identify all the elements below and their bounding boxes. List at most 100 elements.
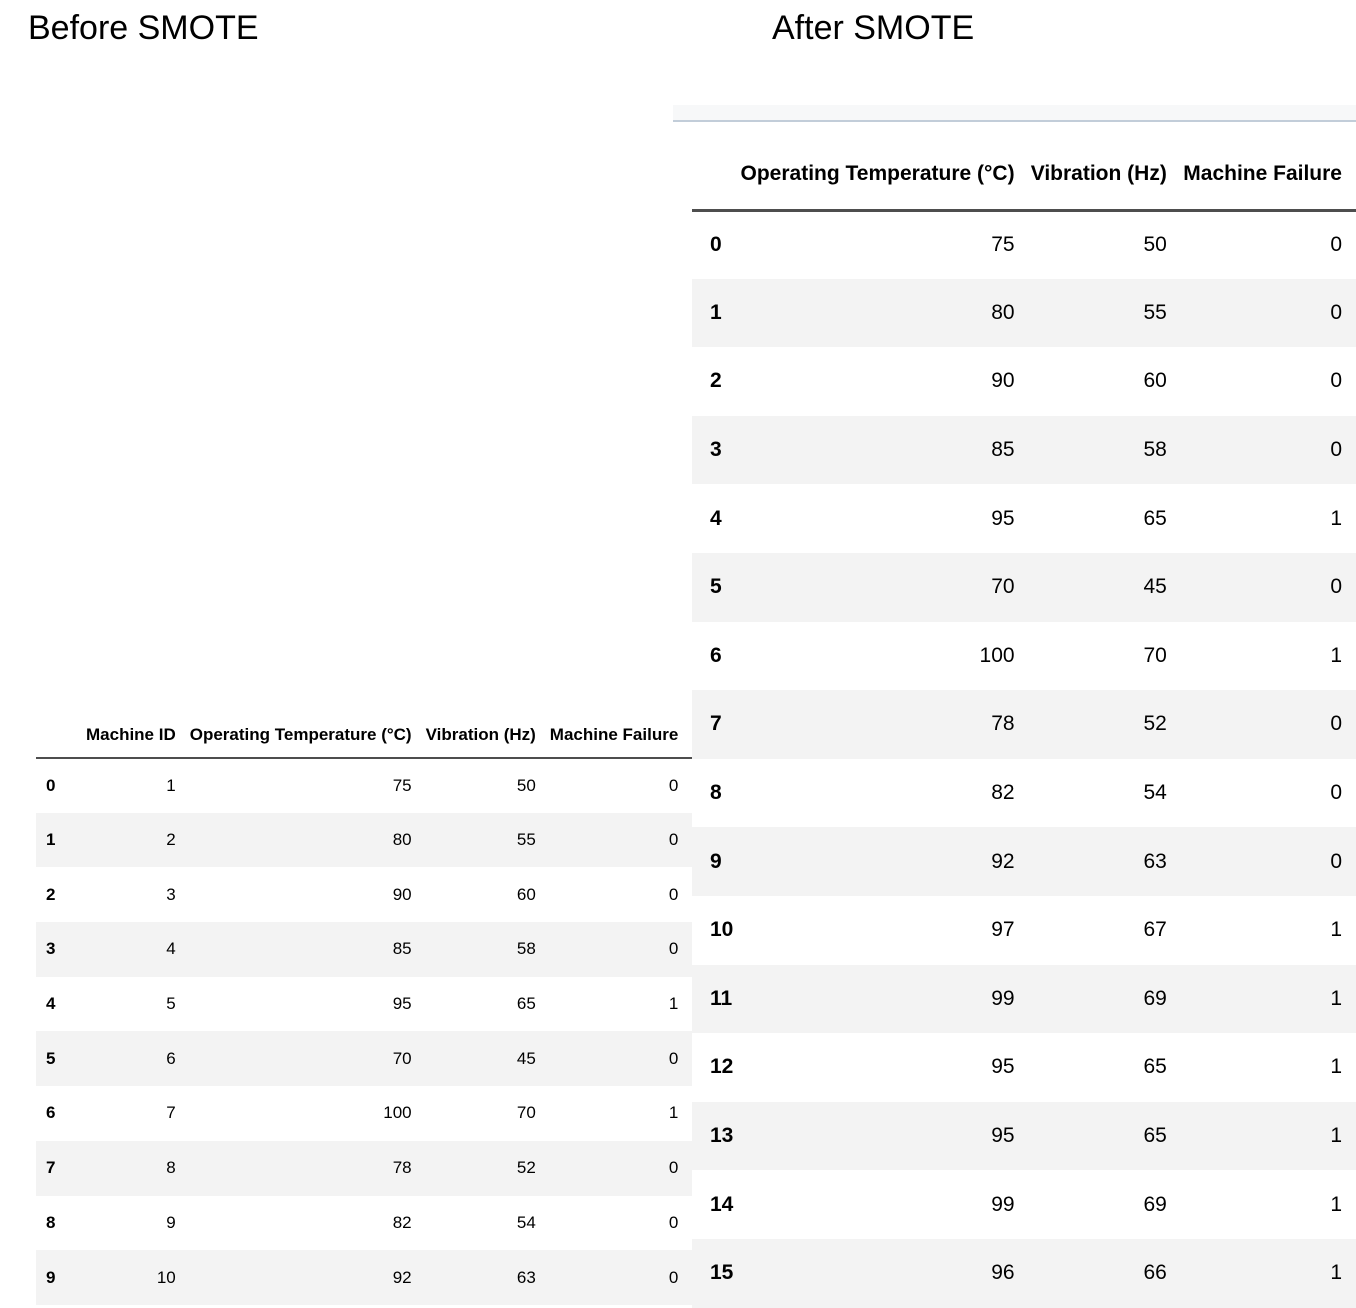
cell-machine_id: 10 (86, 1250, 190, 1305)
cell-vibration: 65 (1143, 506, 1167, 530)
row-index: 1 (692, 278, 739, 348)
table-row: 5 70 45 0 (692, 552, 1356, 622)
cell-temp: 70 (189, 1031, 426, 1087)
row-index: 13 (692, 1101, 739, 1171)
cell-failure: 0 (549, 1140, 693, 1196)
cell-machine_id: 2 (86, 812, 190, 868)
cell-failure: 0 (1330, 233, 1342, 257)
column-header-machine-id: Machine ID (86, 724, 176, 744)
cell-vibration: 50 (1143, 233, 1167, 257)
cell-machine_id: 5 (166, 994, 176, 1014)
row-index: 3 (36, 922, 86, 977)
before-smote-title: Before SMOTE (28, 9, 259, 47)
cell-temp: 82 (991, 781, 1015, 805)
cell-vibration: 50 (516, 775, 536, 795)
row-index: 7 (36, 1140, 86, 1196)
cell-vibration: 63 (425, 1250, 550, 1305)
cell-temp: 92 (189, 1250, 426, 1305)
cell-vibration: 60 (516, 884, 536, 904)
table-row: 12 95 65 1 (692, 1033, 1356, 1102)
cell-temp: 99 (991, 1192, 1015, 1216)
table-row: 2 3 90 60 0 (36, 867, 692, 922)
table-row: 8 82 54 0 (692, 759, 1356, 828)
table-row: 3 85 58 0 (692, 415, 1356, 485)
cell-temp: 95 (991, 506, 1015, 530)
cell-failure: 0 (668, 775, 679, 795)
table-row: 8 9 82 54 0 (36, 1196, 692, 1251)
row-index: 8 (46, 1212, 56, 1232)
row-index: 2 (46, 884, 56, 904)
cell-failure: 0 (1180, 690, 1356, 759)
table-row: 13 95 65 1 (692, 1101, 1356, 1171)
row-index: 8 (710, 781, 722, 805)
cell-vibration: 52 (1028, 690, 1181, 759)
table-row: 6 100 70 1 (692, 622, 1356, 691)
cell-temp: 80 (189, 812, 426, 868)
cell-temp: 85 (189, 922, 426, 977)
cell-failure: 1 (1330, 506, 1342, 530)
cell-temp: 96 (738, 1238, 1029, 1308)
row-index: 5 (692, 552, 739, 622)
table-row: 15 96 66 1 (692, 1238, 1356, 1308)
cell-failure: 1 (1330, 643, 1342, 667)
cell-machine_id: 3 (166, 884, 176, 904)
cell-failure: 0 (1180, 827, 1356, 896)
row-index: 6 (710, 643, 722, 667)
cell-vibration: 54 (1143, 781, 1167, 805)
cell-vibration: 66 (1028, 1238, 1181, 1308)
row-index: 5 (36, 1031, 86, 1087)
column-header-vibration: Vibration (Hz) (1030, 162, 1167, 186)
cell-temp: 100 (979, 643, 1015, 667)
cell-failure: 0 (1330, 781, 1342, 805)
header-row: Machine ID Operating Temperature (°C) Vi… (36, 712, 693, 758)
column-header-operating-temperature: Operating Temperature (°C) (740, 162, 1015, 186)
row-index: 6 (46, 1103, 56, 1123)
output-cell-top-bar (673, 105, 1356, 122)
cell-failure: 1 (1180, 1101, 1356, 1171)
row-index: 10 (710, 918, 734, 942)
cell-machine_id: 1 (166, 775, 176, 795)
index-column-header (692, 140, 738, 210)
row-index: 4 (710, 506, 722, 530)
cell-failure: 1 (1180, 1238, 1356, 1308)
cell-temp: 78 (189, 1140, 426, 1196)
cell-failure: 0 (549, 922, 693, 977)
row-index: 2 (710, 369, 722, 393)
before-smote-table-body: 0 1 75 50 0 1 2 80 55 0 2 3 90 60 0 3 4 85 58 0 4 5 95 65 1 5 6 70 4… (36, 758, 693, 1305)
cell-temp: 82 (392, 1212, 412, 1232)
cell-temp: 90 (392, 884, 412, 904)
column-header-machine-failure: Machine Failure (1183, 162, 1342, 186)
cell-failure: 0 (668, 884, 679, 904)
table-row: 0 75 50 0 (692, 210, 1356, 279)
row-index: 14 (710, 1192, 734, 1216)
cell-vibration: 55 (425, 812, 550, 868)
column-header-operating-temperature: Operating Temperature (°C) (189, 724, 412, 744)
cell-vibration: 65 (516, 994, 536, 1014)
cell-vibration: 58 (425, 922, 550, 977)
cell-failure: 0 (1180, 415, 1356, 485)
row-index: 0 (46, 775, 56, 795)
table-row: 0 1 75 50 0 (36, 758, 692, 813)
cell-vibration: 69 (1028, 964, 1181, 1034)
after-smote-table-body: 0 75 50 0 1 80 55 0 2 90 60 0 3 85 58 0 4 95 65 1 5 70 45 0 6 100… (692, 210, 1356, 1308)
cell-temp: 95 (392, 994, 412, 1014)
cell-machine_id: 9 (166, 1212, 176, 1232)
cell-vibration: 70 (1143, 643, 1167, 667)
cell-vibration: 63 (1028, 827, 1181, 896)
cell-failure: 0 (1330, 369, 1342, 393)
table-row: 7 78 52 0 (692, 690, 1356, 759)
row-index: 9 (36, 1250, 86, 1305)
row-index: 3 (692, 415, 739, 485)
after-smote-table: Operating Temperature (°C) Vibration (Hz… (692, 140, 1356, 1308)
cell-temp: 95 (991, 1055, 1015, 1079)
cell-failure: 0 (1180, 552, 1356, 622)
row-index: 12 (710, 1055, 734, 1079)
table-row: 5 6 70 45 0 (36, 1031, 693, 1087)
table-row: 2 90 60 0 (692, 347, 1356, 416)
before-smote-table: Machine ID Operating Temperature (°C) Vi… (36, 712, 693, 1305)
row-index: 4 (46, 994, 56, 1014)
cell-failure: 1 (1330, 1055, 1342, 1079)
cell-failure: 1 (1330, 918, 1342, 942)
table-row: 7 8 78 52 0 (36, 1140, 693, 1196)
cell-temp: 95 (738, 1101, 1029, 1171)
